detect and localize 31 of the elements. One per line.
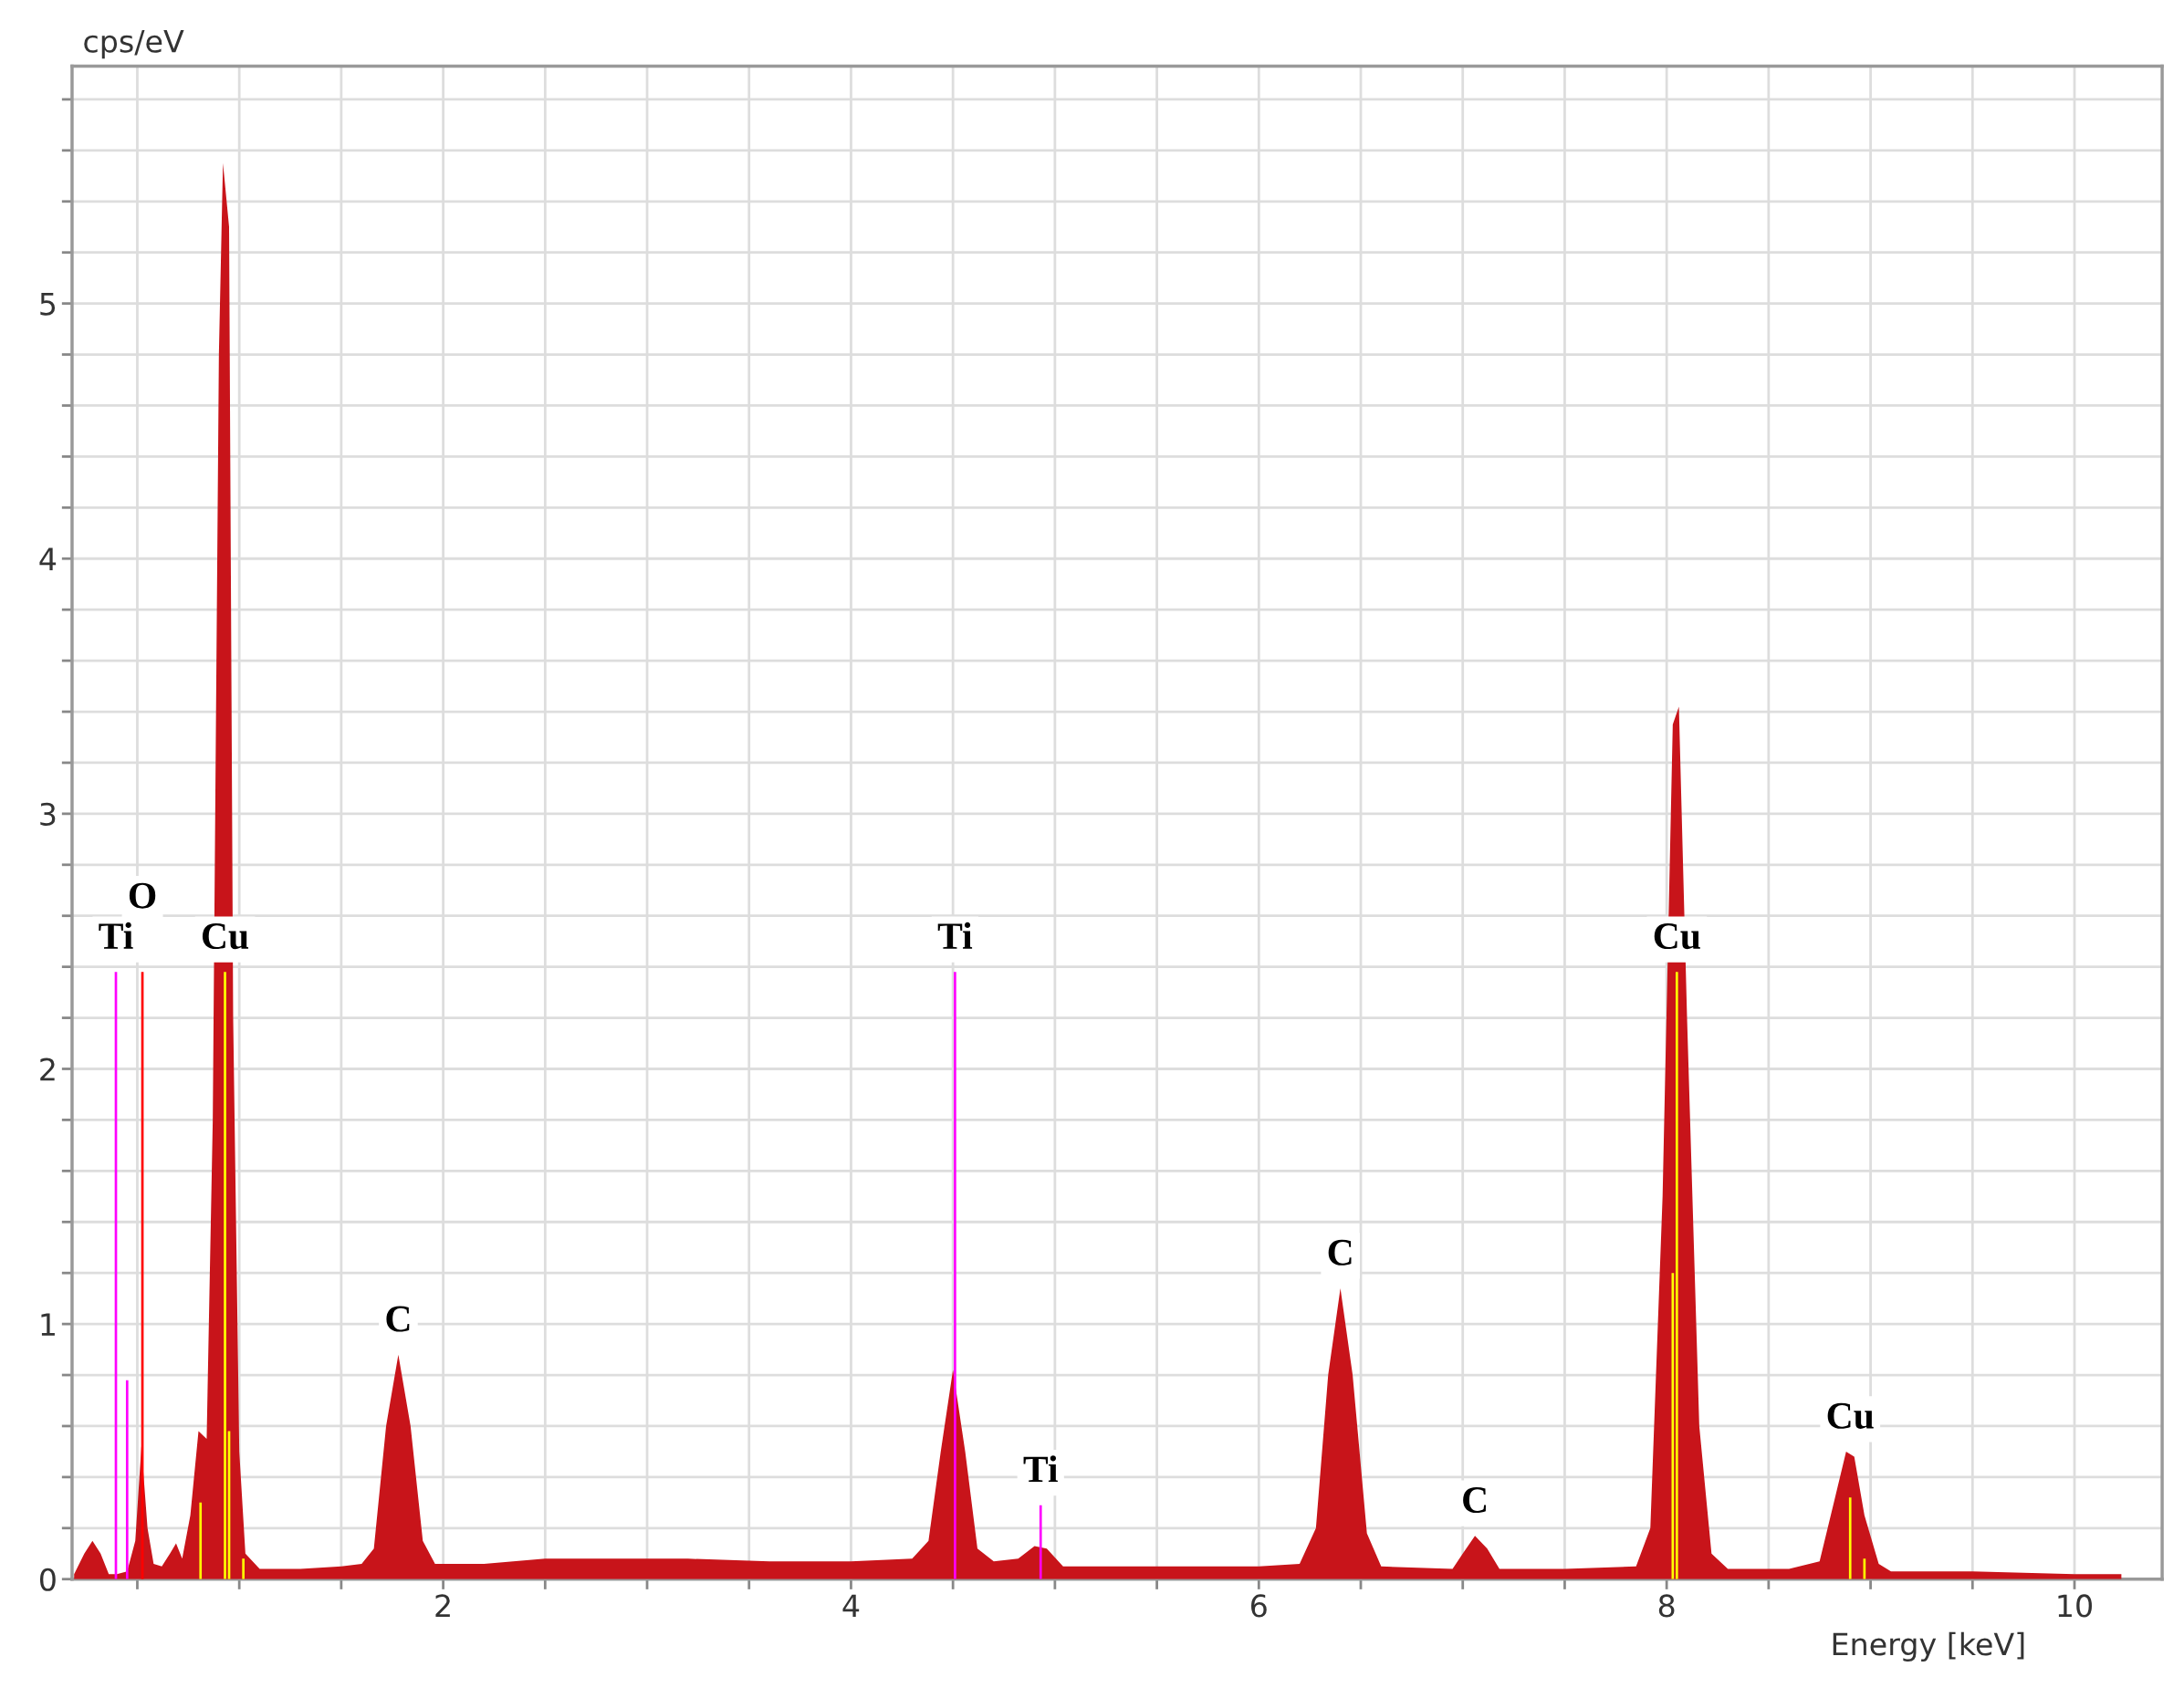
x-tick-label: 2	[435, 1594, 450, 1618]
bar	[954, 972, 956, 1579]
y-tick-label: 3	[40, 802, 56, 827]
x-axis-title: Energy [keV]	[1833, 1631, 2024, 1662]
y-tick-label: 4	[39, 547, 57, 570]
annotation: Cu	[202, 923, 249, 950]
y-tick-label: 2	[40, 1057, 55, 1081]
bar	[224, 972, 226, 1579]
annotation: C	[1328, 1239, 1352, 1266]
bar	[1848, 1497, 1852, 1579]
y-tick-label: 1	[41, 1313, 55, 1336]
annotation: C	[1463, 1487, 1486, 1514]
x-tick-label: 10	[2058, 1594, 2092, 1618]
x-tick-label: 6	[1251, 1594, 1267, 1618]
annotation: O	[129, 882, 156, 909]
annotation: Ti	[937, 922, 973, 949]
bar	[199, 1502, 203, 1579]
bar	[242, 1558, 245, 1579]
annotation: Cu	[1654, 923, 1700, 950]
annotation: Ti	[1023, 1455, 1058, 1483]
annotation: Cu	[1827, 1402, 1874, 1429]
annotation: C	[386, 1306, 410, 1332]
x-tick-label: 8	[1658, 1594, 1675, 1618]
bar	[1039, 1505, 1042, 1579]
y-tick-label: 0	[39, 1568, 56, 1591]
bar	[1675, 972, 1678, 1579]
y-axis-title: cps/eV	[84, 30, 184, 59]
annotation: Ti	[99, 922, 133, 949]
bar	[125, 1380, 129, 1579]
x-tick-label: 4	[842, 1594, 860, 1618]
y-tick-label: 5	[40, 292, 56, 316]
